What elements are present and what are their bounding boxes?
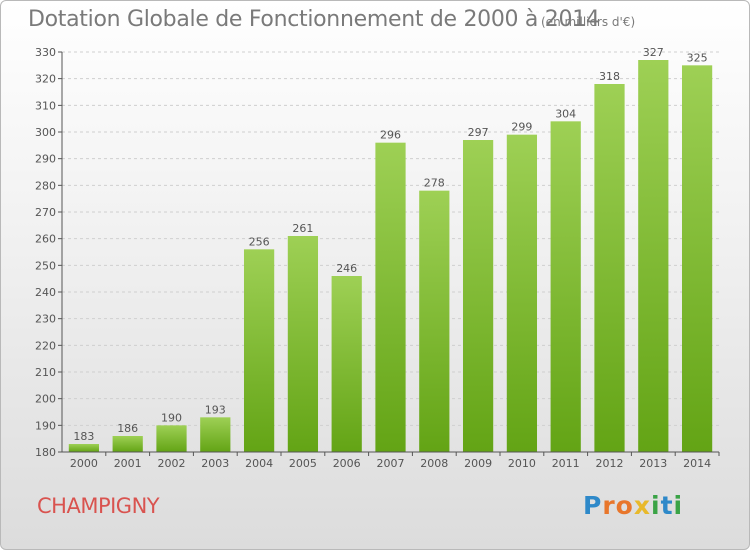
y-tick-label: 240: [35, 286, 56, 299]
y-tick-label: 190: [35, 419, 56, 432]
y-tick-label: 320: [35, 73, 56, 86]
x-tick-label: 2014: [683, 457, 711, 470]
chart-title: Dotation Globale de Fonctionnement de 20…: [28, 7, 600, 32]
bar: [331, 276, 362, 452]
data-label: 261: [292, 222, 313, 235]
data-label: 318: [599, 70, 620, 83]
x-tick-label: 2004: [245, 457, 273, 470]
y-tick-label: 290: [35, 153, 56, 166]
bar: [156, 425, 187, 452]
x-tick-label: 2005: [289, 457, 317, 470]
data-label: 256: [249, 235, 270, 248]
proxiti-logo: Proxiti: [583, 491, 683, 520]
x-tick-label: 2002: [158, 457, 186, 470]
bar: [112, 436, 143, 452]
y-tick-label: 250: [35, 259, 56, 272]
y-tick-label: 280: [35, 179, 56, 192]
data-label: 327: [643, 46, 664, 59]
bar: [462, 140, 494, 452]
bar: [506, 134, 538, 452]
y-tick-label: 220: [35, 339, 56, 352]
x-tick-label: 2008: [420, 457, 448, 470]
x-tick-label: 2010: [508, 457, 536, 470]
bar: [68, 444, 100, 452]
bar: [287, 236, 319, 452]
logo-letter: x: [633, 491, 651, 520]
y-tick-label: 230: [35, 313, 56, 326]
x-tick-label: 2009: [464, 457, 492, 470]
bar: [375, 142, 406, 452]
bar: [638, 60, 669, 452]
logo-letter: P: [583, 491, 603, 520]
x-tick-label: 2011: [552, 457, 580, 470]
bar: [243, 249, 275, 452]
y-tick-label: 300: [35, 126, 56, 139]
y-tick-label: 260: [35, 233, 56, 246]
x-tick-label: 2006: [333, 457, 361, 470]
logo-letter: i: [673, 491, 684, 520]
bars: [68, 60, 713, 452]
x-tick-label: 2000: [70, 457, 98, 470]
labels: 180 190 200 210 220 230 240 250 260 270 280 290 300 3…: [35, 46, 711, 470]
bar: [200, 417, 231, 452]
data-label: 296: [380, 129, 401, 142]
bar: [419, 190, 450, 452]
data-label: 278: [424, 177, 445, 190]
logo-letter: r: [602, 491, 616, 520]
y-tick-label: 210: [35, 366, 56, 379]
y-tick-label: 330: [35, 46, 56, 59]
data-label: 246: [336, 262, 357, 275]
y-tick-label: 180: [35, 446, 56, 459]
x-tick-label: 2012: [596, 457, 624, 470]
data-label: 183: [73, 430, 94, 443]
data-label: 299: [511, 121, 532, 134]
logo-letter: o: [615, 491, 634, 520]
y-tick-label: 270: [35, 206, 56, 219]
data-label: 190: [161, 411, 182, 424]
data-label: 186: [117, 422, 138, 435]
data-label: 304: [555, 107, 576, 120]
x-tick-label: 2013: [639, 457, 667, 470]
y-tick-label: 310: [35, 99, 56, 112]
data-label: 297: [468, 126, 489, 139]
data-label: 193: [205, 403, 226, 416]
x-tick-label: 2003: [201, 457, 229, 470]
bar: [550, 121, 581, 452]
axes: [58, 51, 720, 456]
data-label: 325: [687, 51, 708, 64]
logo-letter: i: [651, 491, 661, 520]
bar: [681, 65, 713, 452]
y-tick-label: 200: [35, 393, 56, 406]
logo-letter: t: [660, 491, 674, 520]
x-tick-label: 2007: [377, 457, 405, 470]
commune-name: CHAMPIGNY: [37, 494, 160, 518]
x-tick-label: 2001: [114, 457, 142, 470]
bar: [594, 84, 625, 452]
chart-subtitle: (en milliers d'€): [541, 15, 636, 29]
